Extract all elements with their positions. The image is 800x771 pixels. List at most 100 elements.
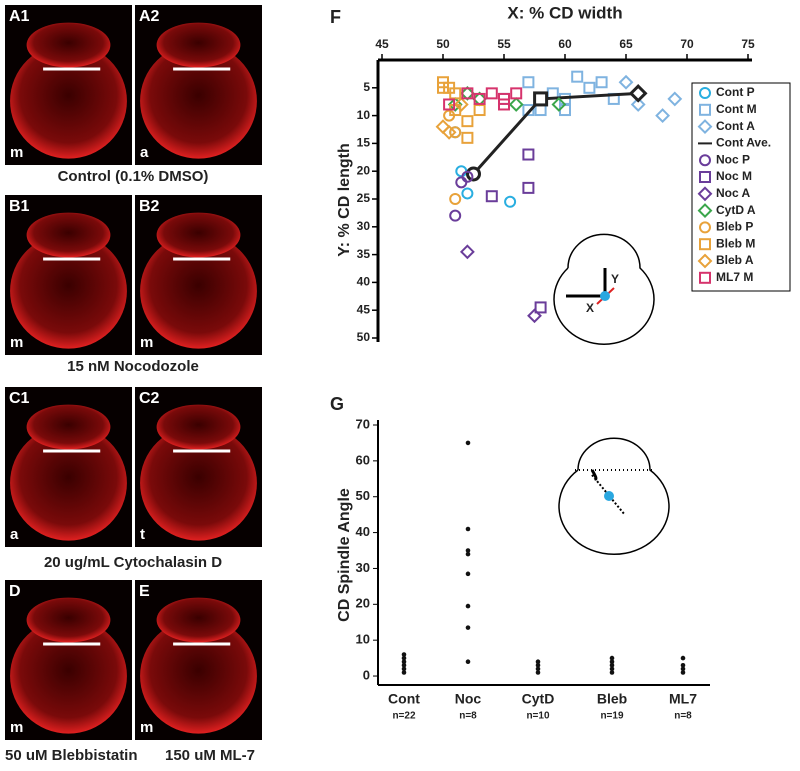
x-tick-label: 65: [619, 37, 633, 51]
point: [535, 666, 541, 672]
point: [697, 186, 713, 202]
point: [465, 548, 471, 553]
embryo-top: [26, 597, 111, 643]
point: [630, 97, 646, 112]
embryo: [140, 618, 257, 734]
legend-label: Cont P: [716, 85, 755, 99]
legend-label: Cont Ave.: [716, 136, 771, 150]
point: [699, 171, 711, 183]
inset-angle: [590, 469, 598, 481]
inset-label: Y: [611, 272, 619, 286]
embryo: [140, 233, 257, 349]
point: [699, 154, 711, 167]
point: [628, 84, 648, 103]
embryo-top: [26, 212, 111, 258]
point: [533, 91, 549, 107]
embryo-top: [156, 22, 241, 68]
orientation-label: m: [140, 719, 153, 736]
point: [466, 166, 481, 182]
panel-caption: 15 nM Nocodozole: [67, 358, 199, 375]
y-tick-label: 15: [357, 136, 371, 150]
point: [401, 655, 407, 661]
point: [535, 659, 541, 664]
inset-cell: [558, 437, 670, 556]
panel-label: C2: [139, 390, 160, 407]
point: [459, 244, 475, 260]
point: [453, 97, 469, 112]
point: [699, 221, 711, 234]
y-tick-label: 10: [357, 108, 371, 122]
embryo: [10, 618, 127, 734]
legend-label: Bleb M: [716, 236, 755, 250]
y-tick-label: 20: [357, 163, 371, 177]
point: [699, 103, 711, 116]
point: [443, 98, 456, 111]
point: [473, 92, 486, 105]
embryo-top: [156, 212, 241, 258]
point: [699, 238, 711, 251]
point: [609, 670, 615, 675]
point: [522, 181, 535, 194]
point: [455, 165, 468, 178]
legend-label: Cont A: [716, 119, 755, 133]
legend-label: Noc A: [716, 186, 751, 200]
embryo-top: [26, 404, 111, 450]
point: [441, 124, 457, 140]
legend-label: Bleb P: [716, 220, 753, 234]
x-tick-label: 60: [558, 37, 572, 51]
panel-caption: 150 uM ML-7: [165, 747, 255, 764]
point: [461, 87, 474, 100]
y-tick-label: 70: [356, 416, 370, 431]
n-label: n=22: [392, 711, 416, 722]
point: [667, 91, 683, 107]
panel-caption: 20 ug/mL Cytochalasin D: [44, 554, 222, 571]
y-tick-label: 50: [357, 330, 371, 344]
legend-label: Noc M: [716, 169, 752, 183]
point: [571, 70, 584, 83]
x-tick-label: 75: [741, 37, 755, 51]
point: [401, 662, 407, 668]
y-tick-label: 5: [363, 80, 370, 94]
point: [583, 81, 596, 94]
point: [680, 666, 686, 672]
point: [699, 87, 711, 99]
x-tick-label: ML7: [669, 691, 697, 707]
point: [699, 271, 711, 284]
point: [401, 666, 407, 672]
embryo-top: [156, 404, 241, 450]
point: [465, 551, 471, 557]
point: [697, 253, 713, 269]
point: [595, 76, 608, 89]
point: [609, 655, 615, 661]
point: [551, 97, 567, 112]
legend-label: ML7 M: [716, 270, 753, 284]
y-tick-label: 60: [356, 452, 370, 467]
inset-nucleus: [604, 491, 614, 501]
orientation-label: a: [140, 144, 149, 161]
y-tick-label: 10: [356, 632, 370, 647]
point: [618, 74, 634, 90]
y-axis-title: Y: % CD length: [336, 143, 353, 256]
embryo: [10, 233, 127, 349]
point: [609, 659, 615, 664]
point: [655, 108, 671, 124]
y-tick-label: 50: [356, 488, 370, 503]
legend-label: CytD A: [716, 203, 756, 217]
point: [535, 670, 541, 675]
panel-label: F: [330, 7, 341, 27]
y-tick-label: 35: [357, 247, 371, 261]
y-axis-title: CD Spindle Angle: [336, 488, 353, 622]
panel-label: G: [330, 394, 344, 414]
y-tick-label: 45: [357, 302, 371, 316]
embryo: [140, 425, 257, 541]
point: [535, 662, 541, 668]
orientation-label: m: [140, 334, 153, 351]
point: [527, 308, 542, 324]
embryo: [10, 43, 127, 159]
embryo-top: [26, 22, 111, 68]
point: [449, 126, 462, 139]
point: [449, 193, 462, 205]
y-tick-label: 20: [356, 596, 370, 611]
point: [522, 104, 535, 117]
